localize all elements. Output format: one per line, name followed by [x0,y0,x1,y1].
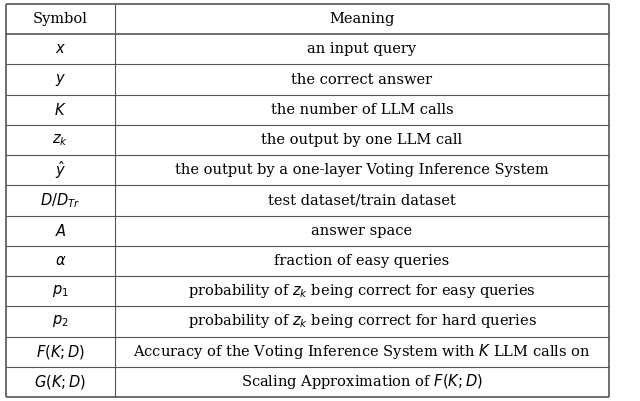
Text: the output by a one-layer Voting Inference System: the output by a one-layer Voting Inferen… [175,163,549,177]
Text: the number of LLM calls: the number of LLM calls [271,103,453,117]
Text: $K$: $K$ [54,102,67,118]
Text: Scaling Approximation of $F(K;D)$: Scaling Approximation of $F(K;D)$ [241,373,483,391]
Text: $p_1$: $p_1$ [52,283,69,299]
Text: probability of $z_k$ being correct for easy queries: probability of $z_k$ being correct for e… [188,282,536,300]
Text: $\alpha$: $\alpha$ [55,254,66,268]
Text: test dataset/train dataset: test dataset/train dataset [268,194,456,207]
Text: fraction of easy queries: fraction of easy queries [275,254,450,268]
Text: an input query: an input query [307,43,417,57]
Text: $\hat{y}$: $\hat{y}$ [55,159,66,181]
Text: probability of $z_k$ being correct for hard queries: probability of $z_k$ being correct for h… [188,312,536,330]
Text: $z_k$: $z_k$ [52,132,68,148]
Text: answer space: answer space [312,224,413,238]
Text: Meaning: Meaning [330,12,395,26]
Text: $y$: $y$ [55,72,66,87]
Text: the correct answer: the correct answer [291,73,433,87]
Text: $x$: $x$ [55,43,66,57]
Bar [6,4,609,34]
Text: $G(K;D)$: $G(K;D)$ [35,373,86,391]
Text: $F(K;D)$: $F(K;D)$ [36,342,85,360]
Text: $A$: $A$ [54,223,67,239]
Text: Symbol: Symbol [33,12,88,26]
Text: Accuracy of the Voting Inference System with $K$ LLM calls on: Accuracy of the Voting Inference System … [133,342,591,361]
Text: $D/D_{Tr}$: $D/D_{Tr}$ [40,191,81,210]
Text: $p_2$: $p_2$ [52,314,69,329]
Text: the output by one LLM call: the output by one LLM call [262,133,463,147]
